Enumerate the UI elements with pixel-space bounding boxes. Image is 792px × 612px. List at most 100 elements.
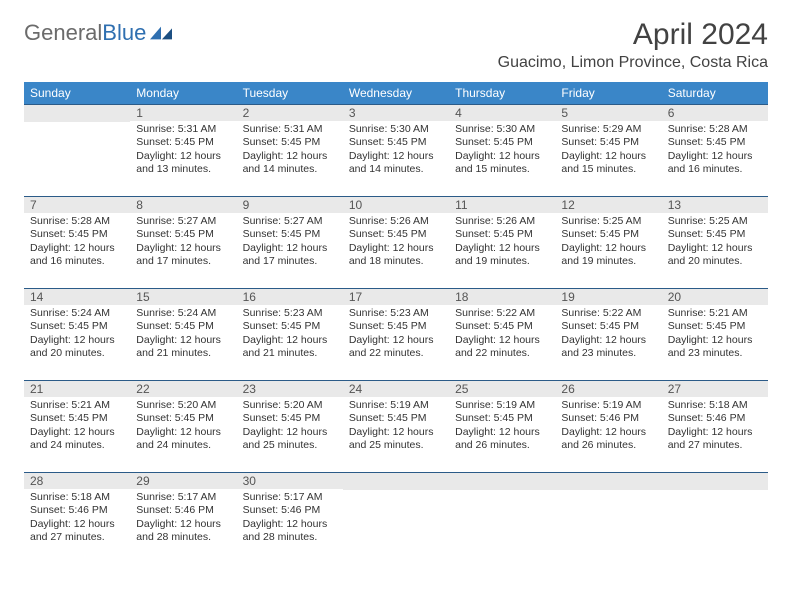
day-number: 11 [449, 197, 555, 213]
calendar-day-cell: 23Sunrise: 5:20 AMSunset: 5:45 PMDayligh… [237, 381, 343, 473]
calendar-day-cell: 13Sunrise: 5:25 AMSunset: 5:45 PMDayligh… [662, 197, 768, 289]
day-body: Sunrise: 5:26 AMSunset: 5:45 PMDaylight:… [449, 213, 555, 273]
day-body: Sunrise: 5:17 AMSunset: 5:46 PMDaylight:… [130, 489, 236, 549]
calendar-week-row: 21Sunrise: 5:21 AMSunset: 5:45 PMDayligh… [24, 381, 768, 473]
sunrise-text: Sunrise: 5:25 AM [668, 215, 762, 228]
daylight-text: Daylight: 12 hours and 19 minutes. [561, 242, 655, 269]
daynum-bar-empty [662, 473, 768, 490]
title-block: April 2024 Guacimo, Limon Province, Cost… [498, 18, 768, 78]
sunset-text: Sunset: 5:45 PM [668, 136, 762, 149]
sunset-text: Sunset: 5:45 PM [243, 412, 337, 425]
sunrise-text: Sunrise: 5:18 AM [668, 399, 762, 412]
weekday-header: Wednesday [343, 82, 449, 105]
day-number: 12 [555, 197, 661, 213]
calendar-day-cell: 17Sunrise: 5:23 AMSunset: 5:45 PMDayligh… [343, 289, 449, 381]
calendar-day-cell: 26Sunrise: 5:19 AMSunset: 5:46 PMDayligh… [555, 381, 661, 473]
day-number: 10 [343, 197, 449, 213]
day-number: 7 [24, 197, 130, 213]
daylight-text: Daylight: 12 hours and 17 minutes. [136, 242, 230, 269]
day-body: Sunrise: 5:20 AMSunset: 5:45 PMDaylight:… [130, 397, 236, 457]
sunrise-text: Sunrise: 5:27 AM [243, 215, 337, 228]
sunrise-text: Sunrise: 5:28 AM [30, 215, 124, 228]
sunrise-text: Sunrise: 5:29 AM [561, 123, 655, 136]
day-body: Sunrise: 5:23 AMSunset: 5:45 PMDaylight:… [343, 305, 449, 365]
sunset-text: Sunset: 5:45 PM [349, 136, 443, 149]
weekday-header: Monday [130, 82, 236, 105]
daynum-bar-empty [24, 105, 130, 122]
weekday-header: Thursday [449, 82, 555, 105]
day-body: Sunrise: 5:30 AMSunset: 5:45 PMDaylight:… [343, 121, 449, 181]
sunset-text: Sunset: 5:45 PM [136, 136, 230, 149]
calendar-day-cell: 12Sunrise: 5:25 AMSunset: 5:45 PMDayligh… [555, 197, 661, 289]
day-number: 26 [555, 381, 661, 397]
calendar-day-cell: 28Sunrise: 5:18 AMSunset: 5:46 PMDayligh… [24, 473, 130, 565]
day-body: Sunrise: 5:19 AMSunset: 5:45 PMDaylight:… [343, 397, 449, 457]
calendar-day-cell: 19Sunrise: 5:22 AMSunset: 5:45 PMDayligh… [555, 289, 661, 381]
daylight-text: Daylight: 12 hours and 25 minutes. [349, 426, 443, 453]
daylight-text: Daylight: 12 hours and 20 minutes. [30, 334, 124, 361]
day-body: Sunrise: 5:29 AMSunset: 5:45 PMDaylight:… [555, 121, 661, 181]
daylight-text: Daylight: 12 hours and 27 minutes. [30, 518, 124, 545]
day-number: 9 [237, 197, 343, 213]
sunset-text: Sunset: 5:45 PM [30, 412, 124, 425]
daylight-text: Daylight: 12 hours and 24 minutes. [136, 426, 230, 453]
daylight-text: Daylight: 12 hours and 13 minutes. [136, 150, 230, 177]
brand-logo: GeneralBlue [24, 20, 172, 46]
calendar-day-cell: 16Sunrise: 5:23 AMSunset: 5:45 PMDayligh… [237, 289, 343, 381]
calendar-table: SundayMondayTuesdayWednesdayThursdayFrid… [24, 82, 768, 565]
calendar-empty-cell [343, 473, 449, 565]
day-body: Sunrise: 5:23 AMSunset: 5:45 PMDaylight:… [237, 305, 343, 365]
sunrise-text: Sunrise: 5:26 AM [349, 215, 443, 228]
daylight-text: Daylight: 12 hours and 15 minutes. [455, 150, 549, 177]
sunrise-text: Sunrise: 5:17 AM [243, 491, 337, 504]
daylight-text: Daylight: 12 hours and 28 minutes. [243, 518, 337, 545]
day-body: Sunrise: 5:22 AMSunset: 5:45 PMDaylight:… [449, 305, 555, 365]
calendar-day-cell: 1Sunrise: 5:31 AMSunset: 5:45 PMDaylight… [130, 105, 236, 197]
day-number: 18 [449, 289, 555, 305]
day-number: 14 [24, 289, 130, 305]
day-number: 6 [662, 105, 768, 121]
calendar-day-cell: 2Sunrise: 5:31 AMSunset: 5:45 PMDaylight… [237, 105, 343, 197]
sunrise-text: Sunrise: 5:21 AM [668, 307, 762, 320]
sunrise-text: Sunrise: 5:26 AM [455, 215, 549, 228]
day-number: 8 [130, 197, 236, 213]
brand-text-gray: General [24, 20, 102, 45]
sunrise-text: Sunrise: 5:23 AM [243, 307, 337, 320]
daylight-text: Daylight: 12 hours and 19 minutes. [455, 242, 549, 269]
daylight-text: Daylight: 12 hours and 18 minutes. [349, 242, 443, 269]
daylight-text: Daylight: 12 hours and 21 minutes. [243, 334, 337, 361]
calendar-day-cell: 24Sunrise: 5:19 AMSunset: 5:45 PMDayligh… [343, 381, 449, 473]
daylight-text: Daylight: 12 hours and 23 minutes. [561, 334, 655, 361]
sunset-text: Sunset: 5:45 PM [455, 136, 549, 149]
day-body: Sunrise: 5:18 AMSunset: 5:46 PMDaylight:… [24, 489, 130, 549]
sunset-text: Sunset: 5:45 PM [136, 228, 230, 241]
calendar-day-cell: 15Sunrise: 5:24 AMSunset: 5:45 PMDayligh… [130, 289, 236, 381]
calendar-day-cell: 30Sunrise: 5:17 AMSunset: 5:46 PMDayligh… [237, 473, 343, 565]
daylight-text: Daylight: 12 hours and 16 minutes. [668, 150, 762, 177]
day-body: Sunrise: 5:24 AMSunset: 5:45 PMDaylight:… [24, 305, 130, 365]
calendar-week-row: 14Sunrise: 5:24 AMSunset: 5:45 PMDayligh… [24, 289, 768, 381]
sunrise-text: Sunrise: 5:22 AM [455, 307, 549, 320]
day-body: Sunrise: 5:24 AMSunset: 5:45 PMDaylight:… [130, 305, 236, 365]
day-number: 2 [237, 105, 343, 121]
sunrise-text: Sunrise: 5:27 AM [136, 215, 230, 228]
calendar-day-cell: 10Sunrise: 5:26 AMSunset: 5:45 PMDayligh… [343, 197, 449, 289]
sunrise-text: Sunrise: 5:31 AM [136, 123, 230, 136]
sunrise-text: Sunrise: 5:31 AM [243, 123, 337, 136]
sunrise-text: Sunrise: 5:24 AM [30, 307, 124, 320]
day-body: Sunrise: 5:22 AMSunset: 5:45 PMDaylight:… [555, 305, 661, 365]
sunset-text: Sunset: 5:46 PM [136, 504, 230, 517]
sunset-text: Sunset: 5:45 PM [455, 320, 549, 333]
sunset-text: Sunset: 5:45 PM [561, 320, 655, 333]
sunrise-text: Sunrise: 5:23 AM [349, 307, 443, 320]
daylight-text: Daylight: 12 hours and 22 minutes. [455, 334, 549, 361]
daylight-text: Daylight: 12 hours and 15 minutes. [561, 150, 655, 177]
calendar-day-cell: 3Sunrise: 5:30 AMSunset: 5:45 PMDaylight… [343, 105, 449, 197]
day-number: 29 [130, 473, 236, 489]
day-number: 28 [24, 473, 130, 489]
sunrise-text: Sunrise: 5:21 AM [30, 399, 124, 412]
sunset-text: Sunset: 5:45 PM [561, 228, 655, 241]
day-number: 15 [130, 289, 236, 305]
day-number: 27 [662, 381, 768, 397]
day-number: 23 [237, 381, 343, 397]
